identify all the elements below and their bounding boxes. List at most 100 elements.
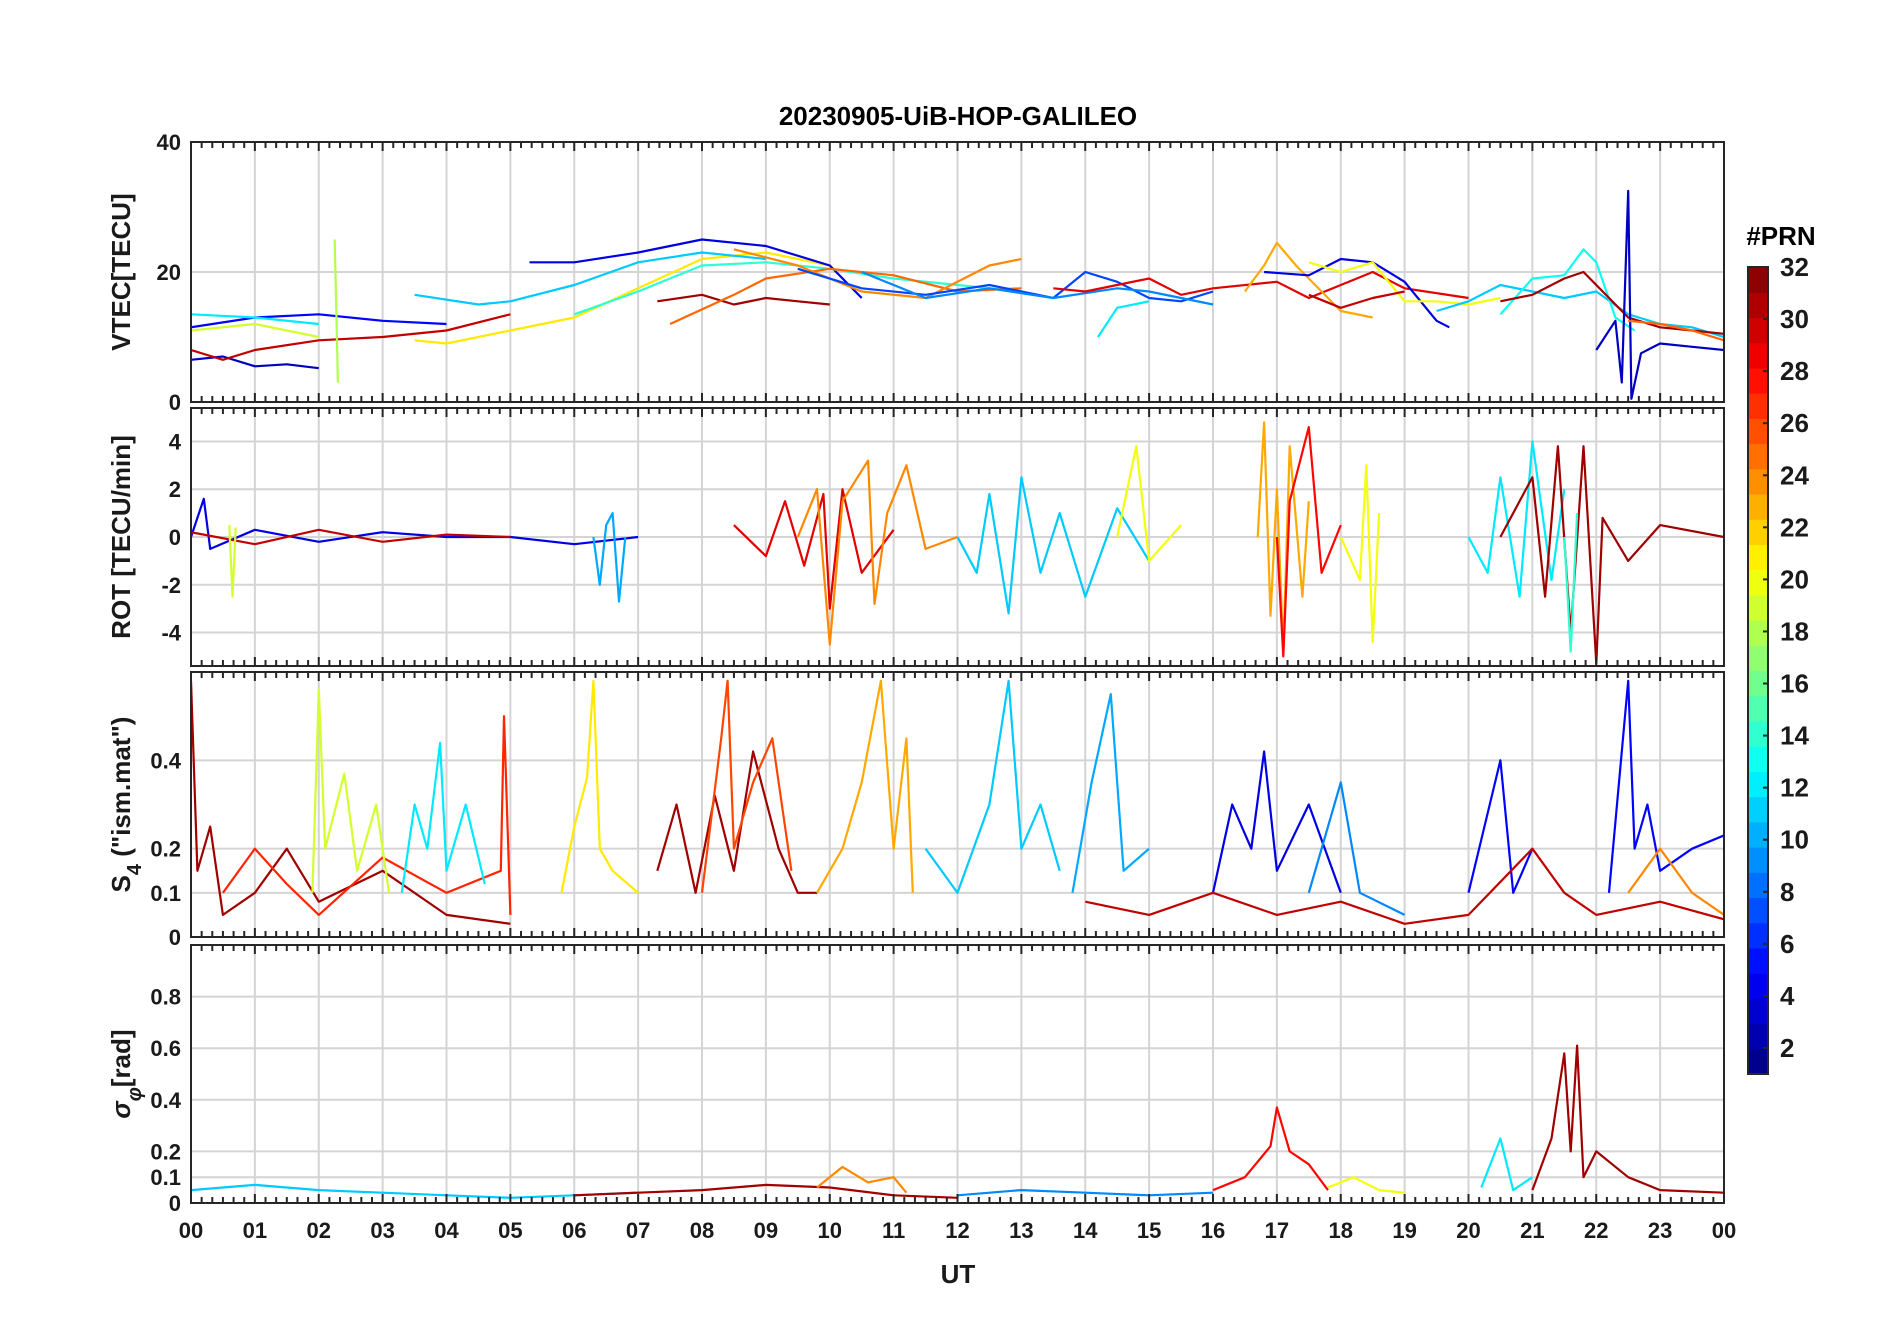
x-tick-label: 22	[1584, 1218, 1608, 1243]
colorbar-segment	[1748, 569, 1768, 596]
sigma-y-tick-label: 0.6	[150, 1036, 181, 1061]
series-line-prn-31	[1499, 445, 1724, 665]
x-tick-label: 00	[1712, 1218, 1736, 1243]
rot-y-tick-label: 4	[169, 429, 182, 454]
x-tick-label: 17	[1265, 1218, 1289, 1243]
s4-y-tick-label: 0.4	[150, 748, 181, 773]
series-line-prn-29	[1053, 270, 1469, 300]
series-line-prn-25	[1628, 319, 1724, 342]
x-tick-label: 07	[626, 1218, 650, 1243]
colorbar-tick-label: 6	[1780, 929, 1794, 959]
colorbar-segment	[1748, 670, 1768, 697]
s4-y-axis-label-sub: 4	[124, 863, 146, 875]
vtec-y-axis-label: VTEC[TECU]	[106, 193, 136, 350]
series-line-prn-23	[816, 679, 914, 894]
series-line-prn-31	[191, 680, 511, 925]
series-line-prn-11	[414, 251, 767, 306]
series-line-prn-24	[816, 1165, 908, 1194]
x-tick-label: 01	[243, 1218, 267, 1243]
sigma-y-tick-label: 0.2	[150, 1139, 181, 1164]
series-line-prn-30	[191, 528, 511, 546]
series-line-prn-12	[191, 313, 319, 326]
sigma-y-tick-label: 0.4	[150, 1088, 181, 1113]
sigma-y-axis-label: σφ[rad]	[106, 1029, 146, 1118]
rot-y-tick-label: -2	[161, 573, 181, 598]
series-line-prn-19	[191, 322, 320, 339]
series-line-prn-7	[797, 267, 1214, 303]
colorbar-tick-label: 24	[1780, 460, 1809, 490]
series-line-prn-20	[1339, 464, 1381, 644]
sigma-tick-marks	[190, 945, 1725, 1203]
series-line-prn-31	[657, 293, 830, 306]
s4-panel: 00.10.20.4S4 ("ism.mat")	[106, 671, 1725, 950]
colorbar-tick-label: 8	[1780, 877, 1794, 907]
colorbar-frame	[1747, 266, 1769, 1075]
colorbar-segment	[1748, 720, 1768, 747]
series-line-prn-26	[700, 679, 793, 893]
series-line-prn-5	[1607, 679, 1724, 893]
colorbar-segment	[1748, 493, 1768, 520]
colorbar-segment	[1748, 594, 1768, 621]
x-tick-label: 23	[1648, 1218, 1672, 1243]
x-tick-label: 20	[1456, 1218, 1480, 1243]
series-line-prn-11	[956, 476, 1151, 615]
series-line-prn-9	[861, 270, 1214, 306]
series-line-prn-13	[1499, 248, 1636, 332]
series-line-prn-10	[1071, 693, 1150, 893]
series-line-prn-11	[191, 1183, 639, 1199]
series-line-prn-28	[1212, 1106, 1329, 1192]
x-tick-label: 14	[1073, 1218, 1098, 1243]
colorbar-tick-label: 2	[1780, 1033, 1794, 1063]
rot-series-group	[191, 421, 1724, 665]
colorbar-segment	[1748, 746, 1768, 772]
vtec-y-tick-label: 20	[157, 260, 181, 285]
sigma-y-tick-label: 0.8	[150, 985, 181, 1010]
series-line-prn-30	[1085, 847, 1724, 925]
rot-y-tick-label: -4	[161, 621, 181, 646]
rot-tick-marks	[190, 408, 1725, 666]
series-line-prn-29	[733, 488, 895, 610]
colorbar-segment	[1748, 519, 1768, 546]
colorbar-segment	[1748, 393, 1768, 419]
colorbar-segment	[1748, 645, 1768, 672]
x-tick-label: 00	[179, 1218, 203, 1243]
colorbar-tick-label: 14	[1780, 721, 1809, 751]
vtec-y-tick-label: 0	[169, 390, 181, 415]
colorbar-segment	[1748, 342, 1768, 369]
colorbar-segment	[1748, 1048, 1768, 1075]
series-line-prn-23	[1244, 241, 1373, 319]
colorbar-segment	[1748, 1023, 1768, 1050]
colorbar-segment	[1748, 292, 1768, 319]
series-line-prn-4	[529, 238, 863, 299]
chart-title: 20230905-UiB-HOP-GALILEO	[779, 101, 1137, 131]
series-line-prn-12	[1097, 300, 1150, 338]
colorbar-tick-label: 16	[1780, 669, 1809, 699]
x-tick-label: 16	[1201, 1218, 1225, 1243]
colorbar-tick-label: 10	[1780, 825, 1809, 855]
colorbar-segment	[1748, 897, 1768, 924]
s4-y-tick-label: 0.2	[150, 837, 181, 862]
colorbar-segment	[1748, 847, 1768, 873]
colorbar-segment	[1748, 317, 1768, 344]
series-line-prn-9	[1307, 781, 1406, 916]
s4-y-tick-label: 0	[169, 925, 181, 950]
series-line-prn-11	[1436, 283, 1724, 339]
series-line-prn-23	[1256, 421, 1310, 653]
colorbar-segment	[1748, 973, 1768, 999]
colorbar-segment	[1748, 443, 1768, 470]
series-line-prn-24	[1627, 847, 1724, 916]
series-line-prn-19	[311, 688, 391, 893]
series-line-prn-20	[1327, 1176, 1405, 1194]
series-line-prn-12	[400, 741, 486, 893]
series-line-prn-9	[957, 1189, 1214, 1197]
vtec-panel: 0 20 40 VTEC[TECU]	[106, 130, 1725, 415]
colorbar-segment	[1748, 796, 1768, 823]
series-line-prn-4	[1211, 750, 1342, 894]
vtec-series-group	[191, 189, 1724, 400]
colorbar-segment	[1748, 695, 1768, 722]
x-tick-label: 05	[498, 1218, 522, 1243]
series-line-prn-30	[1308, 290, 1405, 309]
series-line-prn-31	[1531, 1044, 1724, 1194]
s4-tick-marks	[190, 672, 1725, 937]
